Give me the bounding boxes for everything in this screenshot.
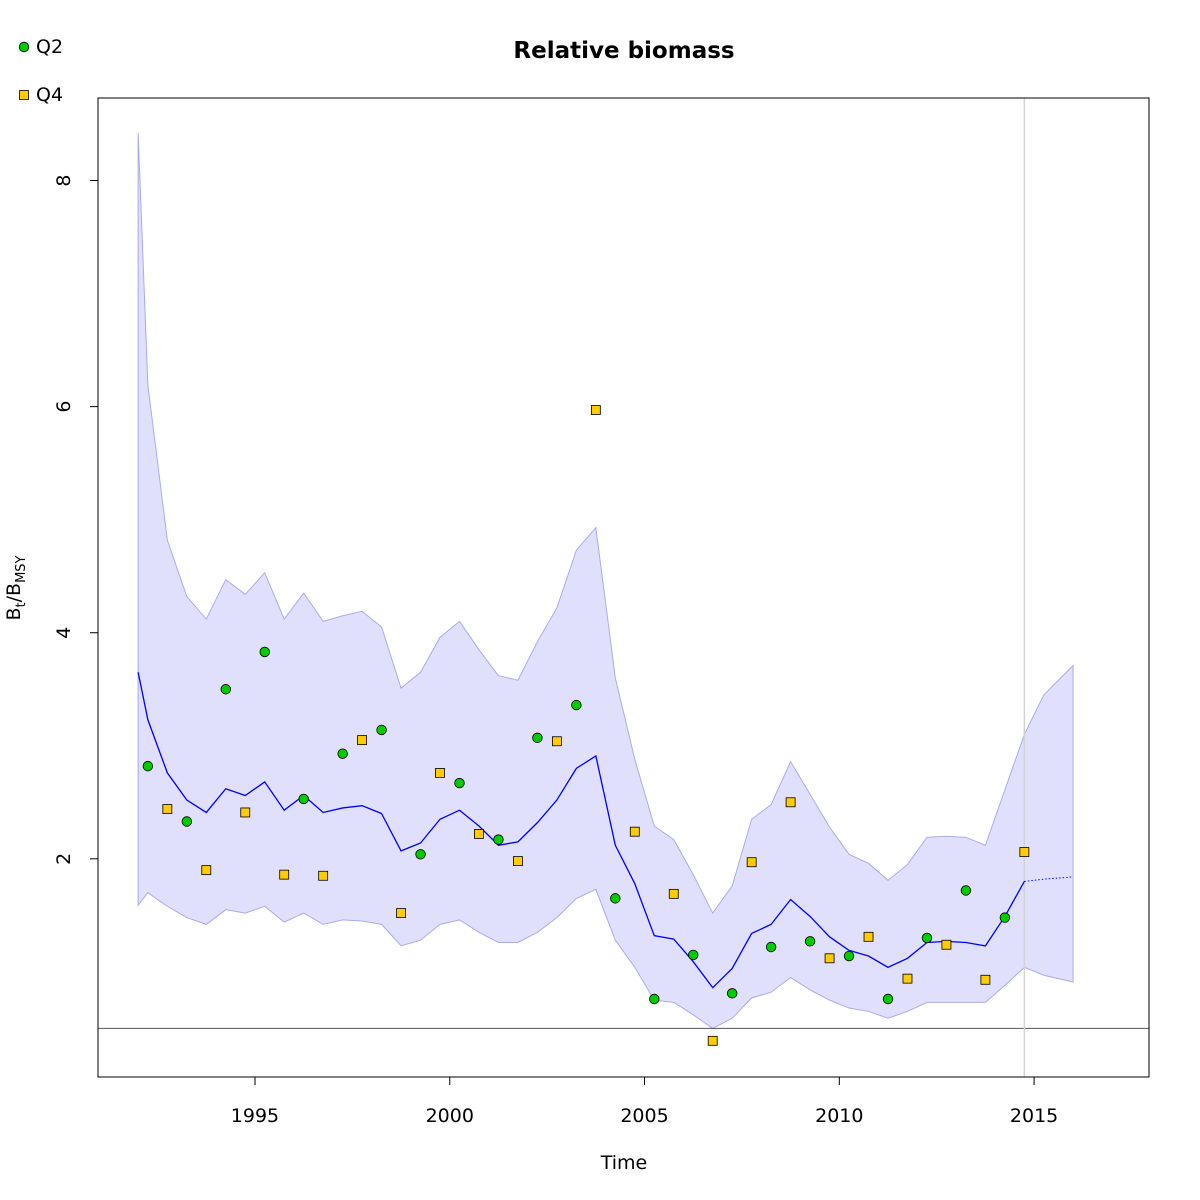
point bbox=[824, 953, 835, 964]
point bbox=[843, 950, 855, 962]
point bbox=[629, 826, 640, 837]
point bbox=[298, 793, 309, 805]
y-tick-label: 2 bbox=[53, 853, 75, 865]
point bbox=[201, 865, 212, 876]
y-label-part: MSY bbox=[14, 555, 29, 582]
chart-title: Relative biomass bbox=[513, 38, 734, 64]
point bbox=[493, 834, 504, 845]
y-tick-label: 4 bbox=[53, 627, 75, 639]
point bbox=[571, 699, 582, 711]
point bbox=[259, 646, 270, 658]
point bbox=[902, 973, 913, 984]
point bbox=[707, 1035, 718, 1046]
point bbox=[804, 936, 816, 947]
point bbox=[435, 767, 445, 778]
x-axis-label: Time bbox=[600, 1152, 648, 1174]
point bbox=[240, 807, 251, 818]
estimate-line bbox=[137, 672, 1025, 989]
x-tick-label: 2005 bbox=[620, 1105, 668, 1127]
point bbox=[688, 949, 699, 961]
x-tick-label: 2015 bbox=[1010, 1105, 1058, 1127]
point bbox=[649, 993, 660, 1005]
point bbox=[921, 932, 933, 944]
projection-line bbox=[1024, 876, 1074, 882]
point bbox=[181, 816, 193, 827]
y-tick-label: 6 bbox=[53, 401, 75, 413]
point bbox=[863, 931, 874, 942]
point bbox=[765, 941, 777, 953]
point bbox=[415, 849, 426, 860]
point bbox=[454, 777, 465, 789]
point bbox=[551, 736, 562, 747]
point bbox=[396, 908, 406, 918]
point bbox=[668, 888, 679, 899]
point bbox=[746, 857, 757, 868]
point bbox=[513, 856, 523, 866]
point bbox=[162, 804, 173, 814]
point bbox=[279, 869, 290, 880]
legend-label: Q2 bbox=[36, 36, 63, 58]
point bbox=[941, 939, 952, 950]
point bbox=[532, 732, 543, 744]
point bbox=[474, 829, 484, 839]
point bbox=[610, 893, 621, 904]
point bbox=[785, 797, 796, 808]
point bbox=[376, 724, 387, 736]
y-label-part: B bbox=[3, 607, 25, 620]
point bbox=[220, 684, 231, 695]
y-axis-label: Bt/BMSY bbox=[3, 555, 29, 620]
point bbox=[999, 912, 1011, 923]
y-tick-label: 8 bbox=[53, 174, 75, 186]
x-tick-label: 2010 bbox=[815, 1105, 863, 1127]
legend-label: Q4 bbox=[36, 84, 63, 106]
point bbox=[1019, 847, 1030, 857]
point bbox=[882, 993, 894, 1005]
legend-marker bbox=[18, 41, 30, 53]
x-tick-label: 2000 bbox=[426, 1105, 474, 1127]
confidence-band bbox=[137, 133, 1074, 1029]
x-tick-label: 1995 bbox=[231, 1105, 279, 1127]
point bbox=[337, 748, 348, 759]
point bbox=[726, 988, 738, 999]
y-label-part: t bbox=[14, 602, 29, 607]
point bbox=[357, 735, 368, 746]
y-label-part: /B bbox=[3, 583, 25, 602]
point bbox=[318, 870, 329, 881]
point bbox=[980, 974, 991, 985]
point bbox=[960, 885, 972, 896]
legend-marker bbox=[19, 90, 29, 100]
point bbox=[590, 405, 601, 415]
point bbox=[142, 760, 154, 772]
